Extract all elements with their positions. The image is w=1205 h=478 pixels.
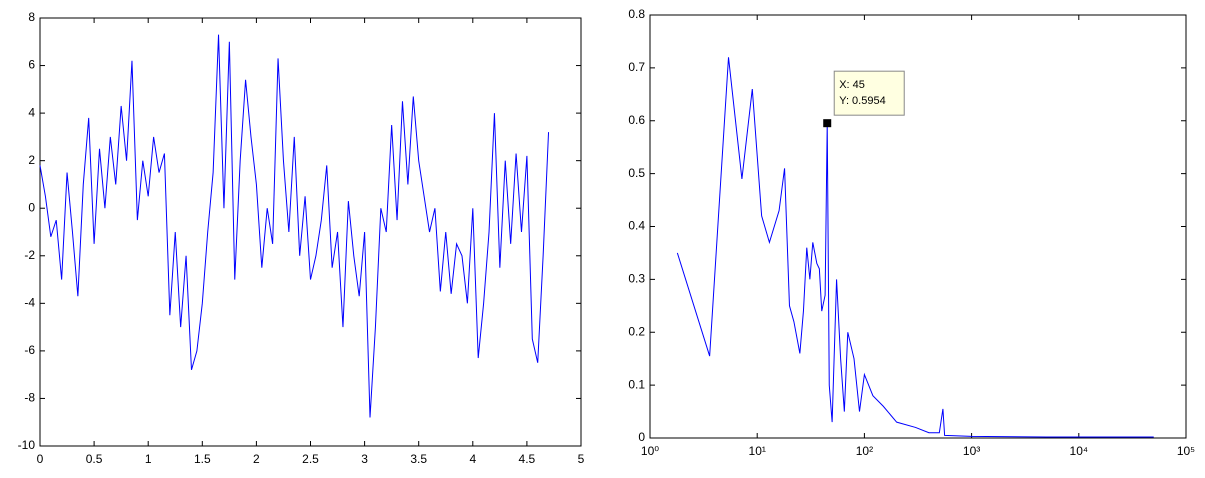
x-tick-label: 1.5 bbox=[194, 452, 211, 466]
y-tick-label: -8 bbox=[24, 391, 35, 405]
y-tick-label: 8 bbox=[28, 10, 35, 24]
y-tick-label: 6 bbox=[28, 58, 35, 72]
x-tick-label: 4.5 bbox=[519, 452, 536, 466]
datatip-text: X: 45 bbox=[839, 79, 865, 91]
x-tick-label: 10⁰ bbox=[641, 444, 659, 458]
y-tick-label: 0.2 bbox=[628, 324, 645, 338]
datatip-marker bbox=[823, 119, 832, 128]
y-tick-label: 0 bbox=[638, 430, 645, 444]
y-tick-label: 0.8 bbox=[628, 7, 645, 21]
x-tick-label: 10⁴ bbox=[1070, 444, 1089, 458]
axes: 0 0.5 1 1.5 2 2.5 3 3.5 4 4.5 5 -10 -8 -6 -4 -2 0 2 4 6 8 bbox=[18, 10, 585, 466]
datatip-text: Y: 0.5954 bbox=[839, 95, 886, 107]
x-tick-label: 3.5 bbox=[410, 452, 427, 466]
datatip-box bbox=[833, 70, 905, 116]
data-line bbox=[676, 57, 1154, 438]
y-tick-label: 0.3 bbox=[628, 272, 645, 286]
y-tick-label: 0 bbox=[28, 200, 35, 214]
datatip: X: 45 Y: 0.5954 bbox=[833, 70, 905, 116]
data-line bbox=[39, 34, 550, 418]
y-tick-label: 0.6 bbox=[628, 113, 645, 127]
y-tick-label: 0.4 bbox=[628, 219, 645, 233]
x-tick-label: 10⁵ bbox=[1177, 444, 1195, 458]
y-tick-label: -6 bbox=[24, 343, 35, 357]
x-tick-label: 4 bbox=[469, 452, 476, 466]
plot-area bbox=[649, 14, 1187, 439]
y-tick-label: -2 bbox=[24, 248, 35, 262]
x-tick-label: 10² bbox=[856, 444, 873, 458]
x-tick-label: 0 bbox=[37, 452, 44, 466]
x-tick-label: 1 bbox=[145, 452, 152, 466]
y-tick-label: 0.5 bbox=[628, 166, 645, 180]
y-tick-label: 2 bbox=[28, 153, 35, 167]
x-tick-label: 10³ bbox=[963, 444, 980, 458]
x-tick-label: 2.5 bbox=[302, 452, 319, 466]
y-tick-label: 0.7 bbox=[628, 60, 645, 74]
y-tick-label: -4 bbox=[24, 296, 35, 310]
x-tick-label: 2 bbox=[253, 452, 260, 466]
plot-area bbox=[39, 17, 582, 447]
x-tick-label: 10¹ bbox=[749, 444, 766, 458]
y-tick-label: 0.1 bbox=[628, 377, 645, 391]
axes: 10⁰ 10¹ 10² 10³ 10⁴ 10⁵ 0 0.1 0.2 0.3 0.4 0.5 0.6 0.7… bbox=[628, 7, 1195, 458]
x-tick-label: 3 bbox=[361, 452, 368, 466]
y-tick-label: 4 bbox=[28, 105, 35, 119]
y-tick-label: -10 bbox=[18, 438, 36, 452]
x-tick-label: 0.5 bbox=[86, 452, 103, 466]
x-tick-label: 5 bbox=[578, 452, 585, 466]
